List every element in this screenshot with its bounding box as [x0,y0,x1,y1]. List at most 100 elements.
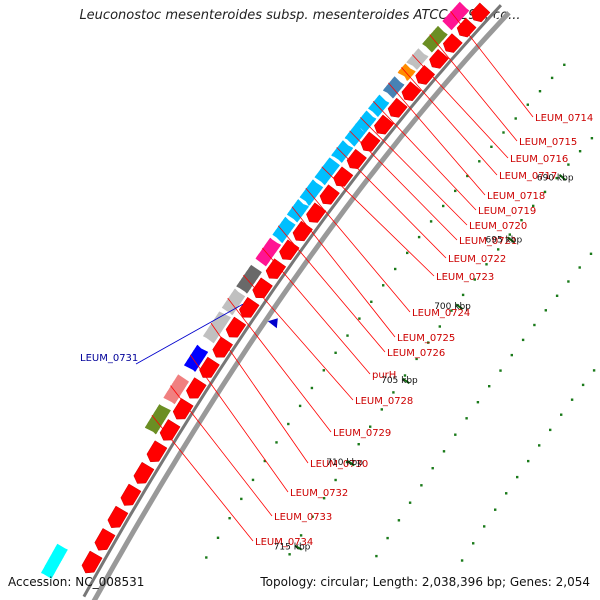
gene-label-line [151,415,254,542]
forward-cds-arrow[interactable] [120,483,142,506]
forward-cds-arrow[interactable] [387,97,408,118]
gene-label[interactable]: LEUM_0723 [436,272,494,283]
gene-block[interactable] [163,374,190,405]
forward-cds-arrow[interactable] [306,202,327,223]
gene-block[interactable] [272,216,296,244]
gc-dot [544,309,547,312]
forward-cds-arrow[interactable] [470,2,491,23]
gene-block[interactable] [354,110,377,133]
gene-label-line [401,67,498,176]
gene-label[interactable]: LEUM_0732 [290,488,348,499]
forward-cds-arrow[interactable] [146,440,168,463]
gene-label-line [227,297,332,433]
gene-block[interactable] [183,344,209,372]
forward-cds-arrow[interactable] [360,131,381,152]
gene-label[interactable]: LEUM_0726 [387,348,445,359]
forward-cds-arrow[interactable] [186,377,207,399]
gene-label[interactable]: LEUM_0725 [397,333,455,344]
forward-cds-arrow[interactable] [239,296,260,318]
forward-cds-arrow[interactable] [225,316,247,338]
gene-label[interactable]: LEUM_0733 [274,512,332,523]
gc-dot [567,280,570,283]
forward-cds-arrow[interactable] [107,505,129,528]
gene-block[interactable] [344,123,366,147]
gene-block[interactable] [406,48,429,70]
gene-label-line [262,247,371,375]
gene-label[interactable]: LEUM_0734 [255,537,313,548]
gc-dot [216,536,220,539]
gc-dot [570,398,574,401]
gene-label-line [210,322,309,464]
gc-dot [526,103,529,106]
accession-label: Accession: NC_008531 [8,575,145,589]
gc-dot [450,309,453,312]
gene-label[interactable]: LEUM_0729 [333,428,391,439]
gene-block[interactable] [286,199,309,223]
gene-label[interactable]: LEUM_0714 [535,113,593,124]
forward-cds-arrow[interactable] [94,528,116,551]
gc-dot [549,428,552,432]
forward-cds-arrow[interactable] [415,64,436,85]
gc-dot [485,263,488,266]
gene-label-line [243,274,354,401]
highlighted-gene-marker[interactable] [267,318,278,329]
gene-label[interactable]: LEUM_0730 [310,459,368,470]
gene-block[interactable] [236,264,262,294]
forward-cds-arrow[interactable] [374,114,395,135]
gene-label[interactable]: LEUM_0716 [510,154,568,165]
gene-block[interactable] [314,157,340,186]
gene-label[interactable]: LEUM_0722 [448,254,506,265]
gc-dot [466,174,469,178]
gc-dot [538,90,542,93]
forward-cds-arrow[interactable] [133,461,155,484]
forward-cds-arrow[interactable] [401,81,422,102]
gene-block[interactable] [397,63,416,81]
gene-label[interactable]: LEUM_0724 [412,308,470,319]
gene-label[interactable]: LEUM_0718 [487,191,545,202]
forward-cds-arrow[interactable] [212,336,234,358]
gene-label[interactable]: LEUM_0720 [469,221,527,232]
forward-cds-arrow[interactable] [81,550,103,574]
gene-label[interactable]: LEUM_0719 [478,206,536,217]
gc-dot [442,204,445,208]
forward-cds-arrow[interactable] [319,184,340,205]
gc-dot [578,150,582,153]
highlighted-gene-label[interactable]: LEUM_0731 [80,353,138,364]
gene-label-line [429,34,518,142]
gene-block[interactable] [144,404,171,435]
forward-cds-arrow[interactable] [159,419,181,441]
gene-block[interactable] [255,237,282,267]
backbone-gap [87,7,506,600]
gc-dot [514,117,517,120]
gene-block[interactable] [382,76,405,99]
forward-cds-arrow[interactable] [346,148,367,170]
gene-block[interactable] [368,94,390,117]
gc-dot [386,536,389,540]
gc-dot [578,266,581,269]
forward-cds-arrow[interactable] [442,33,463,53]
gene-label[interactable]: LEUM_0715 [519,137,577,148]
gene-label[interactable]: LEUM_0728 [355,396,413,407]
forward-cds-arrow[interactable] [429,48,449,69]
gene-label[interactable]: LEUM_0717 [499,171,557,182]
gc-dot [510,353,513,357]
gene-block[interactable] [422,25,448,53]
gene-label-line [349,130,458,241]
highlighted-gene[interactable]: LEUM_0731 [80,303,278,365]
gene-label[interactable]: purH [372,370,396,381]
gene-label[interactable]: LEUM_0721 [459,236,517,247]
gene-block[interactable] [331,140,354,163]
gc-dot [460,559,464,562]
gene-block[interactable] [221,288,246,316]
gc-dot [392,391,395,394]
map-title: Leuconostoc mesenteroides subsp. mesente… [79,8,521,23]
forward-cds-arrow[interactable] [199,356,220,378]
forward-cds-arrow[interactable] [252,277,273,299]
forward-cds-arrow[interactable] [265,258,287,279]
gene-block[interactable] [442,1,470,31]
forward-cds-arrow[interactable] [333,166,354,187]
gene-block[interactable] [202,311,231,344]
forward-cds-arrow[interactable] [172,398,194,420]
gene-block[interactable] [299,179,324,206]
